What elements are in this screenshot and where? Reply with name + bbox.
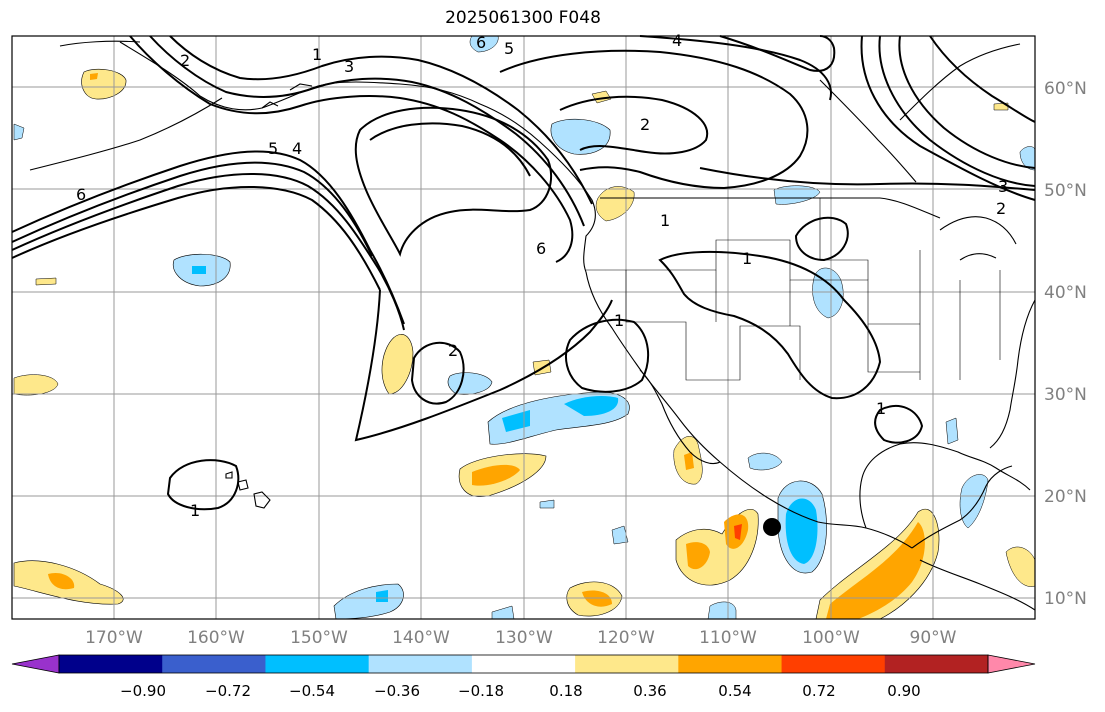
colorbar-tick-label: −0.72 (205, 682, 251, 700)
contour-label: 5 (504, 39, 514, 58)
lat-label-20n: 20°N (1044, 487, 1087, 507)
contour-label: 2 (640, 115, 650, 134)
contour-label: 1 (660, 211, 670, 230)
contour-label: 6 (536, 239, 546, 258)
contour-label: 5 (268, 139, 278, 158)
contour-label: 1 (614, 311, 624, 330)
colorbar-tick-label: −0.54 (289, 682, 335, 700)
lon-label-140w: 140°W (392, 628, 450, 648)
lon-label-160w: 160°W (187, 628, 245, 648)
lat-label-60n: 60°N (1044, 79, 1087, 99)
lon-label-170w: 170°W (85, 628, 143, 648)
contour-label: 2 (996, 199, 1006, 218)
contour-label: 1 (312, 45, 322, 64)
graticule (12, 36, 1035, 619)
contour-label: 1 (742, 249, 752, 268)
contour-label: 6 (76, 185, 86, 204)
colorbar-tick-label: −0.36 (374, 682, 420, 700)
colorbar-segment (368, 655, 473, 673)
colorbar-tick-label: 0.72 (802, 682, 835, 700)
lon-label-120w: 120°W (597, 628, 655, 648)
colorbar-segment (884, 655, 989, 673)
longitude-labels: 170°W 160°W 150°W 140°W 130°W 120°W 110°… (85, 628, 957, 648)
colorbar-outline (58, 654, 989, 674)
lon-label-150w: 150°W (290, 628, 348, 648)
latitude-labels: 60°N 50°N 40°N 30°N 20°N 10°N (1044, 79, 1087, 609)
contour-label: 2 (180, 51, 190, 70)
colorbar-segment (678, 655, 783, 673)
contour-label: 1 (876, 399, 886, 418)
colorbar-extend-high (987, 654, 1036, 674)
contour-labels: 1 2 3 4 5 6 1 2 1 1 1 2 5 6 4 3 2 6 1 (76, 31, 1008, 520)
colorbar-segment (781, 655, 886, 673)
map-title: 2025061300 F048 (445, 8, 601, 28)
colorbar-segment (575, 655, 679, 673)
colorbar-tick-label: −0.90 (120, 682, 166, 700)
filled-anomalies (13, 35, 1036, 620)
lat-label-30n: 30°N (1044, 385, 1087, 405)
colorbar-segment (162, 655, 266, 673)
lat-label-10n: 10°N (1044, 589, 1087, 609)
contour-label: 1 (190, 501, 200, 520)
contour-label: 6 (476, 33, 486, 52)
colorbar-tick-label: −0.18 (458, 682, 504, 700)
lon-label-100w: 100°W (802, 628, 860, 648)
colorbar-extend-low (11, 654, 60, 674)
contour-label: 3 (344, 57, 354, 76)
contour-label: 4 (672, 31, 682, 50)
colorbar: −0.90 −0.72 −0.54 −0.36 −0.18 0.18 0.36 … (11, 654, 1036, 700)
colorbar-segments (59, 655, 989, 673)
colorbar-segment (471, 655, 576, 673)
storm-center-marker (763, 518, 781, 536)
colorbar-tick-label: 0.90 (887, 682, 920, 700)
colorbar-segment (59, 655, 163, 673)
colorbar-segment (265, 655, 370, 673)
lon-label-110w: 110°W (699, 628, 757, 648)
colorbar-tick-label: 0.54 (718, 682, 751, 700)
colorbar-tick-label: 0.18 (549, 682, 582, 700)
contour-label: 3 (998, 177, 1008, 196)
colorbar-tick-labels: −0.90 −0.72 −0.54 −0.36 −0.18 0.18 0.36 … (120, 682, 921, 700)
lon-label-130w: 130°W (495, 628, 553, 648)
lat-label-50n: 50°N (1044, 181, 1087, 201)
state-borders (586, 198, 1001, 381)
lat-label-40n: 40°N (1044, 283, 1087, 303)
contour-lines (11, 35, 1036, 511)
map-frame (11, 35, 1036, 620)
contour-label: 4 (292, 139, 302, 158)
contour-label: 2 (448, 341, 458, 360)
colorbar-tick-label: 0.36 (633, 682, 666, 700)
lon-label-90w: 90°W (910, 628, 957, 648)
